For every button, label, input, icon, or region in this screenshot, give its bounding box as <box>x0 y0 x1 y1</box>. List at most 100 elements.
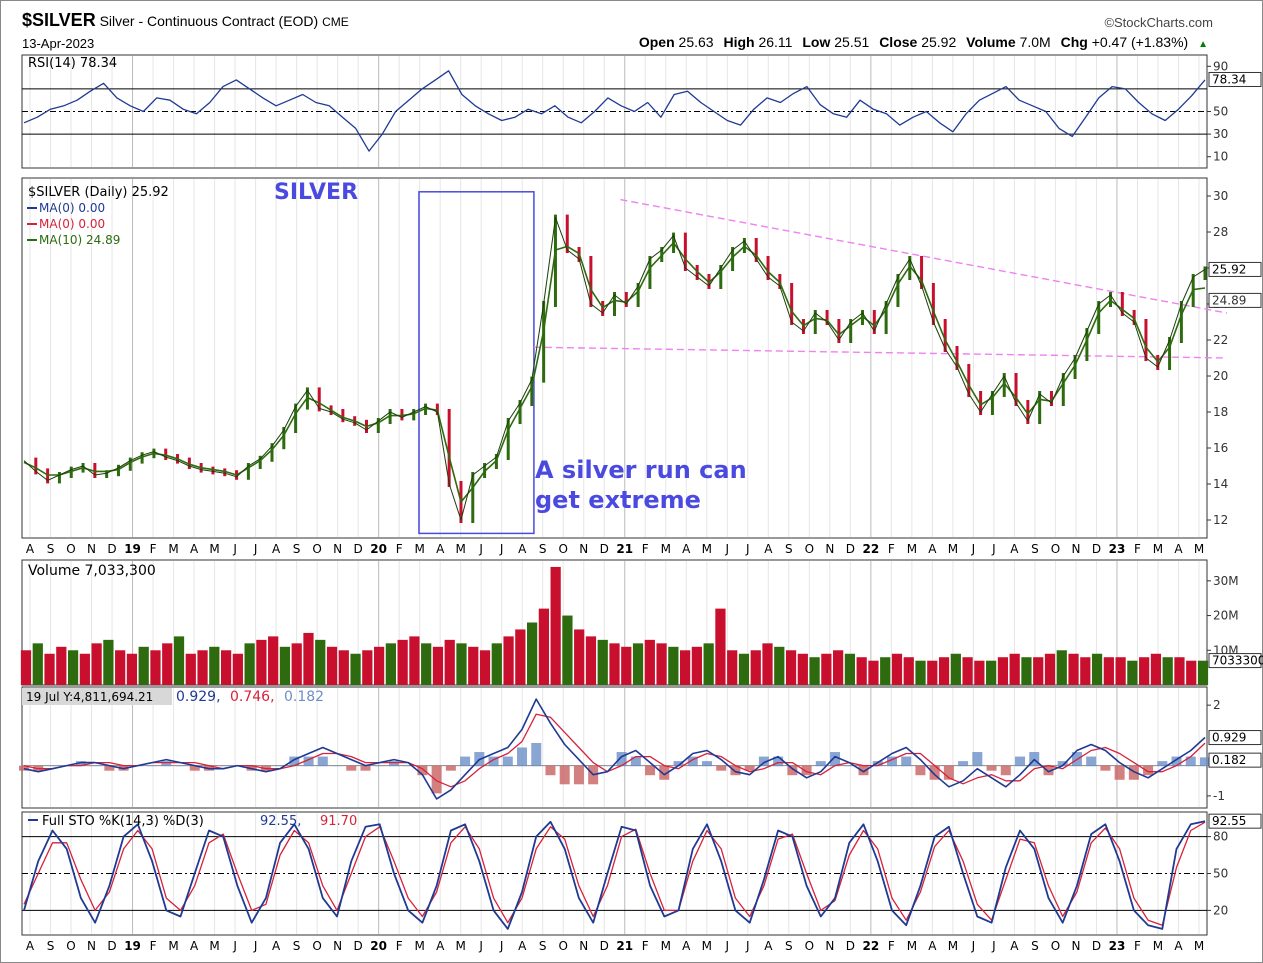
macd-histogram-bar <box>1200 757 1210 767</box>
time-tick-label: 22 <box>863 939 880 953</box>
volume-bar <box>303 632 314 685</box>
time-tick-label: M <box>414 939 424 953</box>
macd-histogram-bar <box>844 765 855 767</box>
volume-bar <box>397 639 408 685</box>
volume-bar <box>785 650 797 685</box>
time-tick-label: 21 <box>616 542 633 556</box>
volume-bar <box>79 653 90 685</box>
brand-logo: ©StockCharts.com <box>1104 15 1213 30</box>
time-tick-label: J <box>499 542 504 556</box>
time-tick-label: O <box>66 939 75 953</box>
time-tick-label: N <box>87 939 96 953</box>
macd-histogram-bar <box>744 765 755 771</box>
quote-value: 25.63 <box>678 34 718 50</box>
volume-bar <box>1174 657 1185 685</box>
macd-histogram-bar <box>19 765 29 771</box>
price-legend-item: MA(0) 0.00 <box>39 201 105 215</box>
volume-bar <box>150 650 161 685</box>
price-last-value-box <box>1208 261 1262 277</box>
time-tick-label: N <box>1071 542 1080 556</box>
rsi-legend: RSI(14) 78.34 <box>28 56 117 71</box>
y-tick-label: 18 <box>1213 405 1228 419</box>
volume-bar <box>1162 657 1173 685</box>
macd-histogram-bar <box>972 752 983 767</box>
macd-histogram-bar <box>303 756 314 767</box>
y-tick-label: 20M <box>1213 609 1239 623</box>
macd-last-value: 0.929 <box>1212 731 1246 745</box>
chart-title: SILVER <box>274 180 358 205</box>
volume-bar <box>868 660 879 685</box>
time-tick-label: O <box>312 542 321 556</box>
macd-histogram-bar <box>1114 765 1125 780</box>
volume-bar <box>644 639 655 685</box>
quote-value: 25.92 <box>921 34 961 50</box>
price-last-value: 25.92 <box>1212 262 1246 276</box>
volume-bar <box>479 650 491 685</box>
time-tick-label: 23 <box>1109 542 1126 556</box>
time-tick-label: M <box>168 542 178 556</box>
exchange: CME <box>322 15 349 29</box>
volume-bar <box>1103 657 1114 685</box>
macd-signal-line <box>23 713 1206 788</box>
volume-bar <box>20 650 32 685</box>
time-tick-label: M <box>1153 939 1163 953</box>
macd-histogram-bar <box>360 765 371 771</box>
volume-bar <box>279 646 291 685</box>
macd-histogram-bar <box>830 752 841 767</box>
y-tick-label: 22 <box>1213 333 1228 347</box>
y-tick-label: 30 <box>1213 127 1228 141</box>
time-tick-label: F <box>396 542 403 556</box>
title-row: $SILVER Silver - Continuous Contract (EO… <box>22 10 349 31</box>
volume-bar <box>1056 650 1067 685</box>
y-tick-label: 80 <box>1213 830 1228 844</box>
volume-bar <box>409 636 420 685</box>
volume-bar <box>197 650 208 685</box>
time-tick-label: J <box>991 542 996 556</box>
time-tick-label: O <box>66 542 75 556</box>
time-tick-label: O <box>559 542 568 556</box>
macd-histogram-bar <box>872 761 883 767</box>
time-tick-label: S <box>539 542 547 556</box>
time-tick-label: M <box>209 939 219 953</box>
price-legend-item: MA(0) 0.00 <box>39 217 105 231</box>
time-tick-label: D <box>600 542 609 556</box>
time-tick-label: N <box>579 939 588 953</box>
volume-bar <box>986 660 997 685</box>
quote-label: Volume <box>966 34 1020 50</box>
volume-bar <box>456 643 467 685</box>
time-tick-label: D <box>1092 542 1101 556</box>
time-tick-label: A <box>928 542 937 556</box>
volume-bar <box>632 643 644 685</box>
price-panel-frame <box>21 177 1208 539</box>
volume-bar <box>515 629 526 685</box>
macd-histogram-bar <box>787 765 798 776</box>
volume-bar <box>44 653 55 685</box>
macd-histogram-bar <box>1143 765 1154 776</box>
volume-bar <box>373 646 385 685</box>
sto-legend-prefix: Full STO %K(14,3) %D(3) <box>42 814 204 829</box>
time-tick-label: F <box>1134 939 1141 953</box>
time-tick-label: N <box>825 939 834 953</box>
macd-legend-bg <box>22 688 172 705</box>
macd-histogram-bar <box>616 752 627 767</box>
volume-bar <box>797 653 808 685</box>
volume-bar <box>950 653 961 685</box>
macd-histogram-bar <box>332 765 343 767</box>
ma-last-value-box <box>1208 292 1262 308</box>
volume-bar <box>550 566 561 685</box>
volume-bar <box>67 650 79 685</box>
macd-histogram-bar <box>915 765 926 776</box>
time-tick-label: O <box>805 939 814 953</box>
volume-bar <box>691 646 703 685</box>
y-tick-label: 30M <box>1213 574 1239 588</box>
volume-bar <box>350 653 361 685</box>
time-tick-label: D <box>354 542 363 556</box>
volume-bar <box>385 643 396 685</box>
macd-histogram-bar <box>90 765 101 767</box>
macd-histogram-bar <box>531 742 542 767</box>
time-tick-label: S <box>785 542 793 556</box>
volume-last-value-box <box>1208 653 1262 669</box>
volume-bar <box>220 650 232 685</box>
macd-histogram-bar <box>958 761 969 767</box>
